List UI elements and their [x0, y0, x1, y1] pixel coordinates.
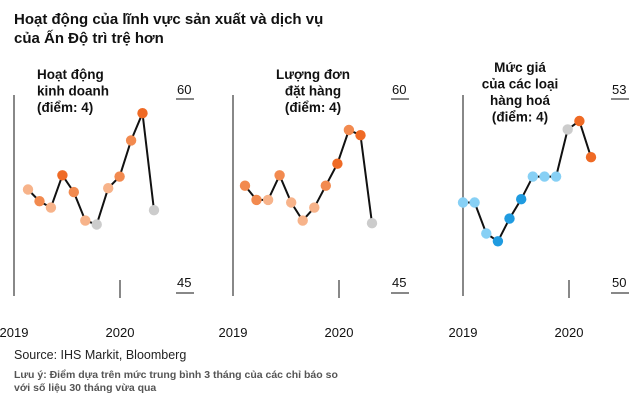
- y-tick-label: 60: [177, 82, 191, 97]
- x-tick-label: 2019: [449, 325, 478, 340]
- data-point: [320, 180, 331, 191]
- data-point: [469, 197, 480, 208]
- panel-title-line: hàng hoá: [490, 93, 550, 108]
- data-point: [22, 184, 34, 195]
- data-point: [355, 130, 366, 141]
- panel-title-line: Hoạt động: [37, 67, 104, 82]
- data-point: [481, 228, 492, 239]
- panel-title-line: Lượng đơn: [276, 67, 350, 82]
- data-point: [286, 197, 297, 208]
- data-point: [457, 197, 469, 208]
- data-point: [57, 170, 68, 181]
- source-note: Source: IHS Markit, Bloomberg: [14, 348, 187, 362]
- data-point: [68, 186, 80, 198]
- panel-title-line: đặt hàng: [285, 84, 341, 99]
- data-point: [91, 219, 102, 230]
- data-point: [125, 135, 137, 146]
- panel-2: 60 45 2019 2020 Lượng đơn đặt hàng(điểm: 4): [219, 67, 409, 340]
- x-tick-label: 2019: [219, 325, 248, 340]
- panel-title-line: Mức giá: [494, 60, 546, 75]
- series-line: [244, 128, 373, 224]
- panel-title-line: của các loại: [482, 77, 559, 92]
- data-point: [239, 180, 251, 191]
- panel-title-line: (điểm: 4): [37, 100, 93, 115]
- data-point: [539, 171, 550, 182]
- data-point: [492, 236, 504, 247]
- panel-title-line: (điểm: 4): [285, 100, 341, 115]
- x-tick-label: 2019: [0, 325, 28, 340]
- data-point: [148, 205, 160, 216]
- data-point: [366, 218, 378, 229]
- x-tick-label: 2020: [555, 325, 584, 340]
- chart-title: Hoạt động của lĩnh vực sản xuất và dịch …: [14, 11, 324, 47]
- y-tick-label: 45: [392, 275, 406, 290]
- data-point: [516, 194, 527, 205]
- data-point: [550, 171, 562, 182]
- data-point: [45, 202, 57, 213]
- y-tick-label: 60: [392, 82, 406, 97]
- data-point: [343, 124, 355, 136]
- data-point: [585, 152, 597, 163]
- data-point: [114, 171, 125, 182]
- data-point: [297, 215, 308, 226]
- x-tick-label: 2020: [106, 325, 135, 340]
- data-point: [274, 170, 285, 181]
- panel-title-line: (điểm: 4): [492, 110, 548, 125]
- data-point: [562, 124, 573, 135]
- data-point: [309, 202, 320, 213]
- data-point: [574, 115, 585, 127]
- data-point: [137, 108, 148, 119]
- data-point: [103, 183, 114, 194]
- data-point: [262, 194, 274, 206]
- data-point: [504, 213, 515, 224]
- panel-title-line: kinh doanh: [37, 84, 109, 99]
- data-point: [527, 171, 538, 182]
- data-point: [80, 215, 91, 226]
- series-line: [463, 119, 592, 243]
- data-point: [34, 196, 45, 207]
- data-point: [251, 194, 262, 206]
- y-tick-label: 45: [177, 275, 191, 290]
- y-tick-label: 50: [612, 275, 626, 290]
- footnote: Lưu ý: Điểm dựa trên mức trung bình 3 th…: [14, 369, 338, 394]
- panel-1: 60 45 2019 2020 Hoạt động kinh doanh(điểm: 4): [0, 67, 194, 340]
- y-tick-label: 53: [612, 82, 626, 97]
- data-point: [332, 158, 343, 169]
- x-tick-label: 2020: [325, 325, 354, 340]
